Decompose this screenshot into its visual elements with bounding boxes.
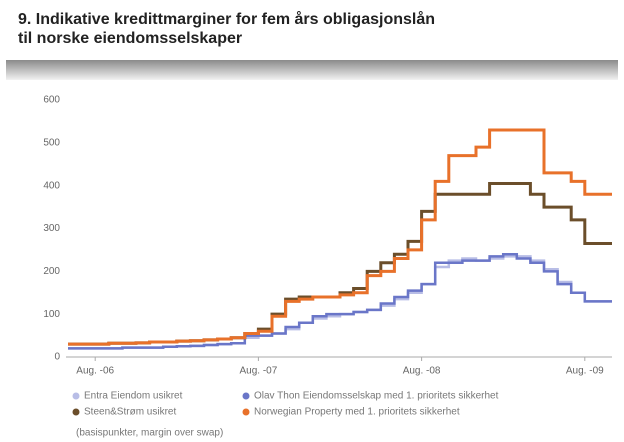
y-tick-label: 500 (43, 137, 60, 148)
series-line (68, 255, 612, 350)
legend-swatch (242, 392, 250, 400)
legend-swatch (72, 408, 80, 416)
legend-label: Entra Eiendom usikret (84, 391, 183, 402)
chart-title: til norske eiendomsselskaper (18, 30, 242, 47)
legend-swatch (72, 392, 80, 400)
y-tick-label: 100 (43, 309, 60, 320)
note: (basispunkter, margin over swap) (76, 428, 223, 439)
y-tick-label: 200 (43, 266, 60, 277)
y-tick-label: 600 (43, 95, 60, 106)
legend-label: Steen&Strøm usikret (84, 407, 176, 418)
chart-title: 9. Indikative kredittmarginer for fem år… (18, 10, 435, 28)
x-tick-label: Aug. -07 (239, 366, 277, 377)
y-tick-label: 300 (43, 223, 60, 234)
series-line (68, 128, 612, 346)
y-tick-label: 400 (43, 180, 60, 191)
legend-label: Norwegian Property med 1. prioritets sik… (254, 407, 460, 418)
legend-swatch (242, 408, 250, 416)
y-tick-label: 0 (54, 352, 60, 363)
legend-label: Olav Thon Eiendomsselskap med 1. priorit… (254, 391, 499, 402)
x-tick-label: Aug. -06 (76, 366, 114, 377)
series-line (68, 252, 612, 350)
x-tick-label: Aug. -09 (566, 366, 604, 377)
header-band (6, 60, 618, 80)
x-tick-label: Aug. -08 (403, 366, 441, 377)
